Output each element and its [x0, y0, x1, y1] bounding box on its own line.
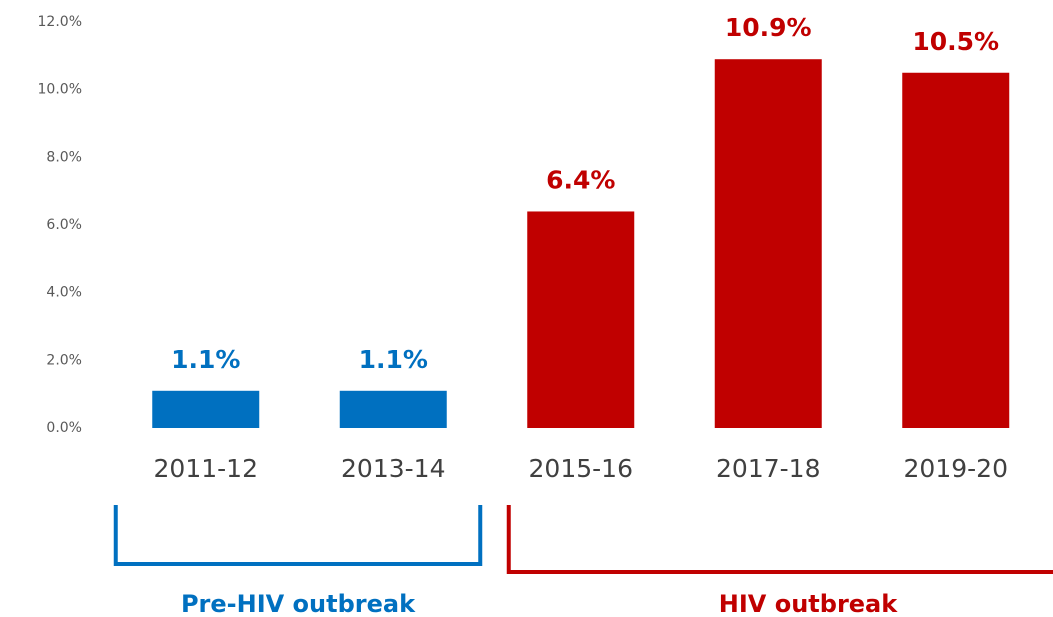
value-label: 10.9% [725, 13, 812, 42]
y-tick-label: 0.0% [46, 420, 82, 436]
x-tick-label: 2013-14 [341, 454, 445, 483]
value-label: 1.1% [359, 345, 428, 374]
bar [714, 59, 822, 428]
bar [152, 390, 260, 428]
y-tick-label: 2.0% [46, 352, 82, 368]
x-tick-label: 2011-12 [154, 454, 258, 483]
bar [902, 72, 1010, 428]
group-bracket [506, 505, 1053, 574]
x-tick-label: 2019-20 [904, 454, 1008, 483]
y-tick-label: 8.0% [46, 149, 82, 165]
x-tick-label: 2017-18 [716, 454, 820, 483]
bar [527, 211, 635, 428]
y-tick-label: 12.0% [38, 14, 82, 30]
group-label: HIV outbreak [719, 590, 898, 617]
value-label: 10.5% [912, 27, 999, 56]
group-bracket [113, 505, 483, 566]
y-tick-label: 6.0% [46, 217, 82, 233]
bar [339, 390, 447, 428]
value-label: 6.4% [546, 165, 615, 194]
y-tick-label: 4.0% [46, 285, 82, 301]
x-tick-label: 2015-16 [529, 454, 633, 483]
y-tick-label: 10.0% [38, 82, 82, 98]
value-label: 1.1% [171, 345, 240, 374]
group-label: Pre-HIV outbreak [181, 590, 416, 617]
